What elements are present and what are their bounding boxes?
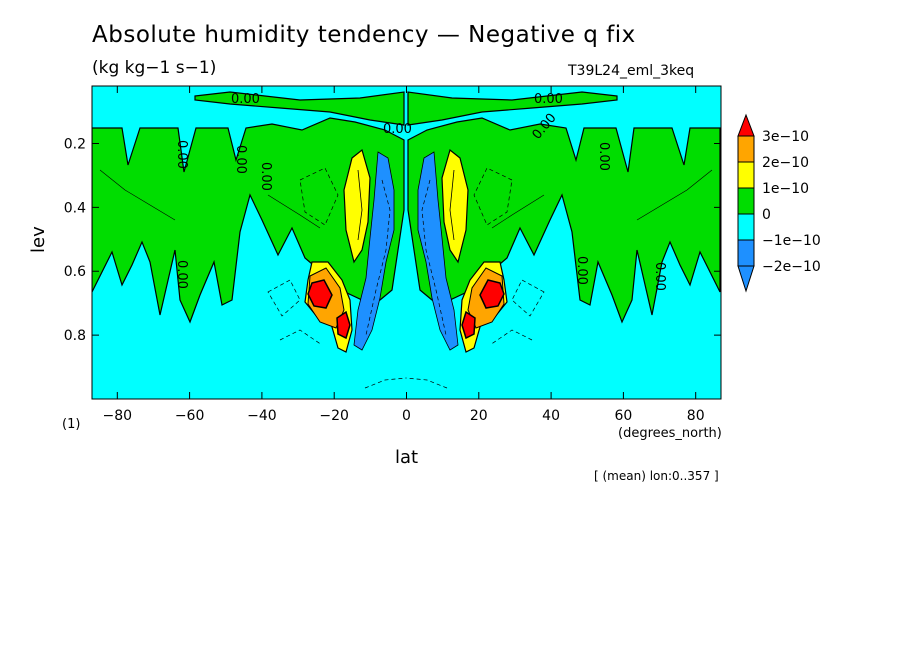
x-tick-label: 80 bbox=[687, 408, 705, 424]
colorbar-label: 2e−10 bbox=[762, 155, 809, 171]
run-name: T39L24_eml_3keq bbox=[568, 63, 695, 79]
contour-label: 0.00 bbox=[258, 162, 273, 191]
colorbar-green bbox=[737, 187, 755, 215]
x-tick-label: −20 bbox=[319, 408, 349, 424]
colorbar-label: 0 bbox=[762, 207, 771, 223]
contour-label: 0.00 bbox=[596, 142, 611, 171]
x-axis-ticks: −80 −60 −40 −20 0 20 40 60 80 bbox=[103, 86, 705, 424]
x-tick-label: −40 bbox=[247, 408, 277, 424]
contour-label: 0.00 bbox=[174, 140, 189, 169]
contour-label: 0.00 bbox=[383, 122, 412, 137]
x-tick-label: 40 bbox=[542, 408, 560, 424]
contour-label: 0.00 bbox=[174, 260, 189, 289]
index-note: (1) bbox=[62, 417, 81, 432]
colorbar-yellow bbox=[737, 161, 755, 189]
y-tick-label: 0.4 bbox=[64, 200, 86, 216]
x-tick-label: 20 bbox=[470, 408, 488, 424]
x-axis-units: (degrees_north) bbox=[618, 426, 722, 441]
contour-label: 0.00 bbox=[534, 92, 563, 107]
y-axis-ticks: 0.2 0.4 0.6 0.8 bbox=[64, 136, 721, 344]
colorbar-label: −2e−10 bbox=[762, 259, 821, 275]
x-tick-label: −60 bbox=[175, 408, 205, 424]
contour-label: 0.00 bbox=[231, 92, 260, 107]
contour-label: 0.00 bbox=[233, 145, 248, 174]
x-axis-label: lat bbox=[395, 447, 419, 468]
mean-note: [ (mean) lon:0..357 ] bbox=[594, 469, 719, 483]
colorbar-label: −1e−10 bbox=[762, 233, 821, 249]
chart-title: Absolute humidity tendency — Negative q … bbox=[92, 22, 636, 48]
colorbar-label: 1e−10 bbox=[762, 181, 809, 197]
colorbar-orange bbox=[737, 135, 755, 163]
x-tick-label: −80 bbox=[103, 408, 133, 424]
colorbar-top-arrow bbox=[737, 113, 755, 137]
colorbar-bottom-arrow bbox=[737, 265, 755, 293]
x-tick-label: 0 bbox=[402, 408, 411, 424]
y-tick-label: 0.8 bbox=[64, 328, 86, 344]
contour-label: 0.00 bbox=[652, 262, 667, 291]
y-tick-label: 0.2 bbox=[64, 136, 86, 152]
chart-units: (kg kg−1 s−1) bbox=[92, 58, 217, 78]
colorbar-cyan bbox=[737, 213, 755, 241]
y-tick-label: 0.6 bbox=[64, 264, 86, 280]
contour-label: 0.00 bbox=[574, 256, 589, 285]
colorbar-label: 3e−10 bbox=[762, 129, 809, 145]
x-tick-label: 60 bbox=[614, 408, 632, 424]
colorbar-blue bbox=[737, 239, 755, 267]
colorbar: 3e−10 2e−10 1e−10 0 −1e−10 −2e−10 bbox=[737, 113, 821, 293]
